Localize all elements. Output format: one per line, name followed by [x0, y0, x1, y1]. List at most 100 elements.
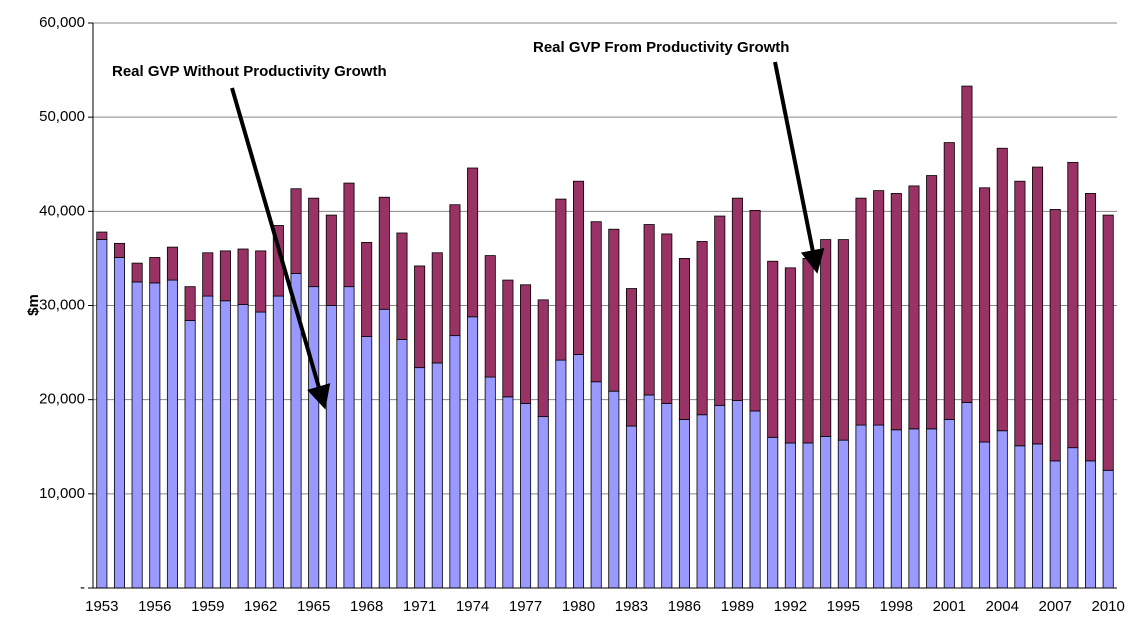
- x-tick-label: 2010: [1091, 598, 1124, 615]
- bar-segment: [149, 257, 161, 284]
- bar-segment: [908, 428, 920, 589]
- bar-segment: [961, 85, 973, 403]
- bar-segment: [467, 316, 479, 589]
- x-tick-label: 1953: [85, 598, 118, 615]
- bar-segment: [1032, 443, 1044, 589]
- x-tick-label: 2007: [1039, 598, 1072, 615]
- bar-segment: [502, 279, 514, 398]
- bar-segment: [255, 311, 267, 589]
- x-tick-label: 1980: [562, 598, 595, 615]
- bar-segment: [1014, 445, 1026, 589]
- x-tick-label: 1983: [615, 598, 648, 615]
- y-tick-label: 20,000: [39, 391, 85, 408]
- bar-segment: [1102, 469, 1114, 589]
- bar-segment: [272, 295, 284, 589]
- bar-segment: [414, 265, 426, 369]
- bar-segment: [661, 233, 673, 404]
- bar-segment: [625, 288, 638, 427]
- bar-segment: [572, 354, 585, 589]
- bar-segment: [237, 248, 249, 305]
- bar-segment: [325, 214, 337, 306]
- bar-segment: [714, 404, 726, 589]
- x-tick-label: 1992: [774, 598, 807, 615]
- bar-segment: [378, 308, 390, 589]
- x-tick-label: 1998: [880, 598, 913, 615]
- bar-segment: [520, 403, 532, 589]
- y-tick-label: 40,000: [39, 202, 85, 219]
- bar-segment: [996, 430, 1008, 589]
- bar-segment: [184, 286, 196, 321]
- bar-segment: [219, 250, 231, 302]
- x-tick-label: 1989: [721, 598, 754, 615]
- y-axis-label: $m: [25, 294, 42, 316]
- bar-segment: [255, 250, 267, 313]
- x-tick-label: 1968: [350, 598, 383, 615]
- bar-segment: [696, 241, 708, 416]
- bar-segment: [113, 242, 126, 258]
- bar-segment: [202, 252, 214, 297]
- bar-segment: [979, 187, 991, 443]
- bar-segment: [608, 228, 620, 392]
- bar-segment: [590, 221, 602, 383]
- bar-segment: [855, 424, 867, 589]
- bar-segment: [290, 188, 302, 274]
- arrow: [230, 87, 331, 410]
- bar-segment: [590, 381, 602, 589]
- bar-segment: [1049, 460, 1061, 589]
- bar-segment: [1049, 209, 1061, 462]
- bar-segment: [802, 442, 814, 589]
- bar-segment: [943, 419, 955, 589]
- bar-segment: [96, 231, 108, 240]
- bar-segment: [396, 232, 408, 340]
- bar-segment: [237, 304, 249, 589]
- bar-segment: [890, 193, 902, 431]
- x-tick-label: 1974: [456, 598, 489, 615]
- bar-segment: [537, 299, 549, 418]
- y-tick-label: 60,000: [39, 14, 85, 31]
- bar-segment: [820, 435, 832, 589]
- bar-segment: [625, 425, 638, 589]
- bar-segment: [678, 419, 690, 589]
- bar-segment: [149, 282, 161, 589]
- bar-segment: [767, 260, 779, 438]
- bar-segment: [1084, 193, 1097, 462]
- bar-segment: [378, 196, 390, 310]
- x-tick-label: 1956: [138, 598, 171, 615]
- bar-segment: [1014, 180, 1026, 447]
- y-tick-label: 30,000: [39, 296, 85, 313]
- bar-segment: [131, 262, 143, 283]
- bar-segment: [1032, 166, 1044, 445]
- bar-segment: [308, 197, 320, 288]
- bar-segment: [361, 242, 373, 337]
- bar-segment: [431, 252, 443, 364]
- bar-segment: [431, 362, 443, 589]
- bar-segment: [661, 403, 673, 589]
- bar-segment: [873, 190, 885, 426]
- bar-segment: [484, 255, 496, 378]
- bar-segment: [1067, 447, 1079, 589]
- bar-segment: [802, 258, 814, 444]
- bar-segment: [502, 396, 514, 589]
- y-tick-label: 50,000: [39, 108, 85, 125]
- bar-segment: [325, 305, 337, 589]
- x-tick-label: 1977: [509, 598, 542, 615]
- bar-segment: [96, 239, 108, 589]
- bar-segment: [943, 142, 955, 420]
- bars: [96, 85, 1114, 589]
- bar-segment: [113, 257, 126, 589]
- bar-segment: [996, 147, 1008, 432]
- bar-segment: [608, 390, 620, 589]
- bar-segment: [537, 416, 549, 589]
- bar-segment: [731, 197, 743, 402]
- x-tick-label: 1959: [191, 598, 224, 615]
- bar-segment: [396, 338, 408, 589]
- bar-segment: [520, 284, 532, 404]
- bar-segment: [696, 414, 708, 589]
- bar-segment: [643, 394, 655, 589]
- bar-segment: [784, 267, 796, 444]
- bar-segment: [820, 239, 832, 437]
- bar-segment: [837, 439, 849, 589]
- bar-segment: [449, 204, 461, 337]
- bar-segment: [926, 175, 938, 430]
